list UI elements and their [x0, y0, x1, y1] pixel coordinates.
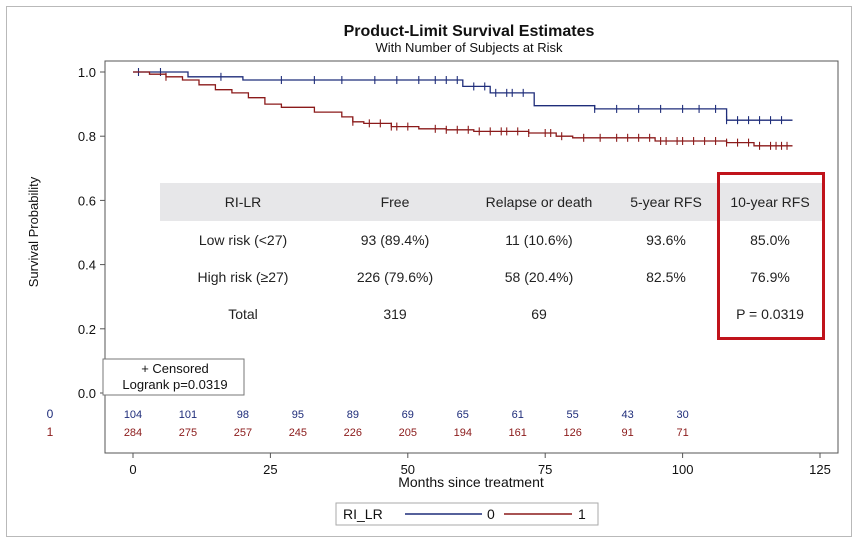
th-relapse: Relapse or death — [485, 194, 593, 210]
y-tick-label: 1.0 — [78, 65, 96, 80]
x-tick-label: 125 — [809, 462, 831, 477]
row-low-relapse: 11 (10.6%) — [505, 232, 573, 248]
th-free: Free — [380, 194, 410, 210]
at-risk-count: 71 — [676, 427, 688, 439]
row-total-free: 319 — [383, 306, 407, 322]
row-high-free: 226 (79.6%) — [356, 269, 434, 285]
row-high-10yr: 76.9% — [750, 269, 790, 285]
y-tick-label: 0.0 — [78, 386, 96, 401]
at-risk-group-label: 0 — [47, 407, 54, 421]
y-tick-label: 0.6 — [78, 193, 96, 208]
at-risk-count: 43 — [622, 409, 634, 421]
y-axis: 0.0 0.2 0.4 0.6 0.8 1.0 — [78, 65, 105, 401]
survival-curves — [133, 68, 793, 150]
chart-title: Product-Limit Survival Estimates — [344, 23, 595, 40]
row-total-pvalue: P = 0.0319 — [736, 306, 804, 322]
logrank-label: Logrank p=0.0319 — [122, 377, 227, 392]
th-10yr: 10-year RFS — [730, 194, 810, 210]
row-total-group: Total — [228, 306, 258, 322]
legend-title: RI_LR — [343, 506, 383, 522]
th-group: RI-LR — [224, 194, 262, 210]
legend-label-0: 0 — [487, 506, 495, 522]
x-tick-label: 50 — [401, 462, 415, 477]
at-risk-count: 91 — [622, 427, 634, 439]
x-tick-label: 75 — [538, 462, 552, 477]
ten-year-rfs-highlight — [717, 172, 825, 340]
inset-box — [102, 358, 245, 396]
at-risk-count: 275 — [179, 427, 197, 439]
figure-frame — [6, 6, 852, 537]
at-risk-count: 61 — [512, 409, 524, 421]
at-risk-count: 101 — [179, 409, 197, 421]
inset-legend: + Censored Logrank p=0.0319 — [102, 358, 245, 396]
row-high-relapse: 58 (20.4%) — [504, 269, 574, 285]
y-tick-label: 0.2 — [78, 322, 96, 337]
chart-subtitle: With Number of Subjects at Risk — [375, 40, 563, 55]
at-risk-count: 104 — [124, 409, 142, 421]
y-tick-label: 0.8 — [78, 129, 96, 144]
at-risk-count: 284 — [124, 427, 142, 439]
x-tick-label: 0 — [129, 462, 136, 477]
at-risk-count: 126 — [564, 427, 582, 439]
at-risk-count: 194 — [454, 427, 472, 439]
at-risk-count: 69 — [402, 409, 414, 421]
row-low-10yr: 85.0% — [750, 232, 790, 248]
legend-label-1: 1 — [578, 506, 586, 522]
at-risk-count: 89 — [347, 409, 359, 421]
row-total-relapse: 69 — [531, 306, 547, 322]
censored-label: + Censored — [141, 361, 209, 376]
at-risk-group-label: 1 — [47, 425, 54, 439]
x-axis: 0 25 50 75 100 125 — [129, 453, 831, 477]
row-low-group: Low risk (<27) — [198, 232, 288, 248]
x-tick-label: 25 — [263, 462, 277, 477]
at-risk-count: 55 — [567, 409, 579, 421]
at-risk-count: 245 — [289, 427, 307, 439]
group-legend: RI_LR 0 1 — [335, 502, 599, 526]
row-low-free: 93 (89.4%) — [360, 232, 430, 248]
x-axis-label: Months since treatment — [398, 474, 544, 490]
at-risk-count: 65 — [457, 409, 469, 421]
row-low-5yr: 93.6% — [646, 232, 686, 248]
plot-area — [104, 60, 839, 454]
at-risk-count: 257 — [234, 427, 252, 439]
at-risk-count: 98 — [237, 409, 249, 421]
row-high-group: High risk (≥27) — [197, 269, 289, 285]
y-tick-label: 0.4 — [78, 258, 96, 273]
th-5yr: 5-year RFS — [630, 194, 702, 210]
at-risk-count: 95 — [292, 409, 304, 421]
x-tick-label: 100 — [672, 462, 694, 477]
row-high-5yr: 82.5% — [646, 269, 686, 285]
at-risk-count: 30 — [676, 409, 688, 421]
at-risk-count: 205 — [399, 427, 417, 439]
summary-table-header-band — [160, 183, 822, 221]
y-axis-label: Survival Probability — [26, 176, 41, 287]
at-risk-count: 226 — [344, 427, 362, 439]
at-risk-table: 0 104 101 98 95 89 69 65 61 55 43 30 1 284 275 257 245 22… — [47, 407, 689, 439]
at-risk-count: 161 — [509, 427, 527, 439]
